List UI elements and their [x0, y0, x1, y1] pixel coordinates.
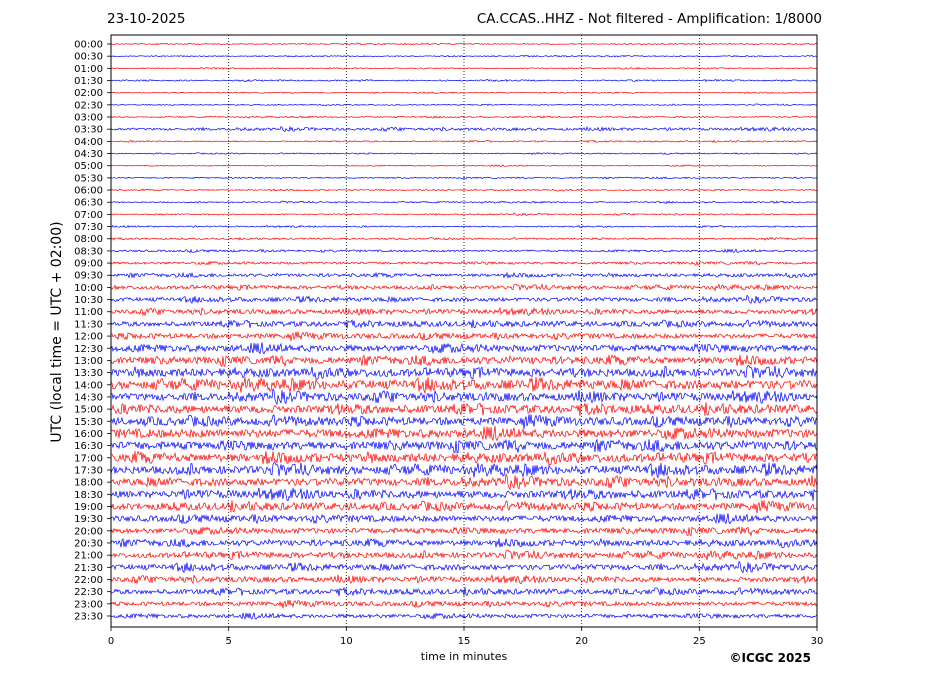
- trace-row-0500: [110, 164, 818, 167]
- x-tick-label: 30: [811, 636, 824, 647]
- y-tick-label: 13:30: [74, 368, 103, 379]
- x-axis-label: time in minutes: [420, 650, 508, 663]
- date-label: 23-10-2025: [107, 11, 186, 27]
- y-tick-label: 17:30: [74, 465, 103, 476]
- y-tick-label: 07:30: [74, 222, 103, 233]
- y-tick-label: 06:30: [74, 198, 103, 209]
- trace-row-0430: [110, 152, 818, 156]
- x-tick-label: 0: [108, 636, 114, 647]
- x-axis-ticks: 0 5 10 15 20 25 30: [108, 627, 824, 647]
- y-tick-label: 15:30: [74, 417, 103, 428]
- y-tick-label: 12:00: [74, 332, 103, 343]
- trace-row-0330: [110, 125, 818, 133]
- trace-row-1700: [110, 450, 818, 465]
- y-tick-label: 03:30: [74, 125, 103, 136]
- y-tick-label: 15:00: [74, 405, 103, 416]
- y-tick-label: 09:00: [74, 259, 103, 270]
- y-tick-label: 07:00: [74, 210, 103, 221]
- trace-row-1830: [110, 487, 818, 502]
- x-tick-label: 20: [575, 636, 588, 647]
- y-axis-label: UTC (local time = UTC + 02:00): [49, 221, 65, 443]
- y-tick-label: 11:30: [74, 319, 103, 330]
- y-tick-label: 18:30: [74, 490, 103, 501]
- trace-row-2330: [110, 612, 818, 620]
- trace-row-0600: [110, 188, 818, 192]
- y-tick-label: 17:00: [74, 453, 103, 464]
- y-tick-label: 20:30: [74, 538, 103, 549]
- y-tick-label: 01:00: [74, 64, 103, 75]
- trace-row-0630: [110, 200, 818, 204]
- y-tick-label: 23:30: [74, 611, 103, 622]
- seismogram-traces: [110, 42, 818, 620]
- trace-row-0530: [110, 176, 818, 180]
- x-gridlines: [228, 35, 700, 627]
- y-tick-label: 20:00: [74, 526, 103, 537]
- trace-row-0700: [110, 212, 818, 216]
- trace-row-0730: [110, 224, 818, 229]
- y-tick-label: 00:30: [74, 52, 103, 63]
- trace-row-2000: [110, 526, 818, 537]
- trace-row-1530: [110, 414, 818, 430]
- trace-row-0800: [110, 236, 818, 241]
- copyright-label: ©ICGC 2025: [729, 651, 811, 665]
- y-tick-label: 00:00: [74, 40, 103, 51]
- y-tick-label: 16:00: [74, 429, 103, 440]
- y-tick-label: 09:30: [74, 271, 103, 282]
- y-tick-label: 02:30: [74, 100, 103, 111]
- y-tick-label: 11:00: [74, 307, 103, 318]
- trace-row-2200: [110, 573, 818, 585]
- trace-row-1200: [110, 331, 818, 342]
- y-tick-label: 13:00: [74, 356, 103, 367]
- y-tick-label: 03:00: [74, 113, 103, 124]
- y-tick-label: 10:00: [74, 283, 103, 294]
- trace-row-0400: [110, 139, 818, 144]
- y-tick-label: 06:00: [74, 186, 103, 197]
- y-tick-label: 23:00: [74, 599, 103, 610]
- y-tick-label: 22:30: [74, 587, 103, 598]
- y-tick-label: 01:30: [74, 76, 103, 87]
- y-tick-label: 05:30: [74, 173, 103, 184]
- x-tick-label: 15: [458, 636, 471, 647]
- y-tick-label: 08:00: [74, 234, 103, 245]
- y-tick-label: 12:30: [74, 344, 103, 355]
- trace-row-1630: [110, 438, 818, 454]
- y-tick-label: 18:00: [74, 478, 103, 489]
- y-tick-label: 21:00: [74, 551, 103, 562]
- y-tick-label: 19:00: [74, 502, 103, 513]
- y-tick-label: 08:30: [74, 246, 103, 257]
- y-tick-label: 05:00: [74, 161, 103, 172]
- trace-row-1100: [110, 306, 818, 317]
- y-tick-label: 14:30: [74, 392, 103, 403]
- y-tick-label: 02:00: [74, 88, 103, 99]
- y-tick-label: 10:30: [74, 295, 103, 306]
- chart-title: CA.CCAS..HHZ - Not filtered - Amplificat…: [476, 11, 822, 27]
- plot-frame: [110, 34, 818, 628]
- y-tick-label: 14:00: [74, 380, 103, 391]
- y-tick-label: 16:30: [74, 441, 103, 452]
- y-tick-label: 04:30: [74, 149, 103, 160]
- y-tick-label: 22:00: [74, 575, 103, 586]
- x-tick-label: 10: [340, 636, 353, 647]
- x-tick-label: 5: [225, 636, 231, 647]
- trace-row-2300: [110, 599, 818, 609]
- y-tick-label: 04:00: [74, 137, 103, 148]
- trace-row-1400: [110, 376, 818, 395]
- x-tick-label: 25: [693, 636, 706, 647]
- y-tick-label: 21:30: [74, 563, 103, 574]
- trace-row-2230: [110, 586, 818, 597]
- y-tick-label: 19:30: [74, 514, 103, 525]
